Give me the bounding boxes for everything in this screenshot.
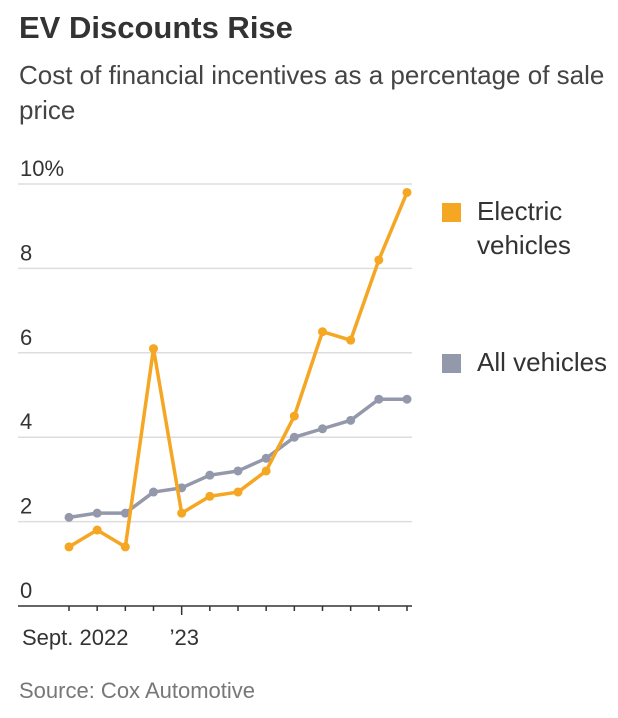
data-point-all — [289, 432, 299, 442]
y-tick-label: 4 — [20, 409, 32, 434]
data-point-all — [374, 394, 384, 404]
chart-subtitle: Cost of financial incentives as a percen… — [19, 60, 605, 125]
data-point-electric — [120, 542, 130, 552]
data-point-electric — [402, 187, 412, 197]
data-point-electric — [346, 335, 356, 345]
data-point-all — [346, 415, 356, 425]
y-tick-label: 6 — [20, 325, 32, 350]
data-point-electric — [318, 327, 327, 337]
data-point-electric — [149, 344, 158, 354]
legend-label-electric: Electric vehicles — [477, 196, 571, 260]
data-point-all — [402, 394, 412, 404]
data-point-all — [233, 466, 243, 476]
data-point-electric — [374, 255, 384, 265]
y-tick-label: 10% — [20, 156, 64, 181]
data-point-all — [120, 508, 130, 518]
data-point-electric — [233, 487, 243, 497]
data-point-electric — [92, 525, 102, 535]
data-point-electric — [64, 542, 74, 552]
legend-label-all: All vehicles — [477, 347, 608, 377]
y-tick-label: 0 — [20, 578, 32, 603]
x-tick-label: ’23 — [170, 625, 199, 650]
legend-swatch-all — [442, 354, 461, 373]
y-tick-label: 2 — [20, 494, 32, 519]
chart-title: EV Discounts Rise — [19, 10, 293, 45]
data-point-all — [92, 508, 102, 518]
y-tick-label: 8 — [20, 240, 32, 265]
data-point-all — [149, 487, 158, 497]
legend-swatch-electric — [442, 203, 461, 222]
data-point-electric — [177, 508, 187, 518]
data-point-electric — [289, 411, 299, 421]
data-point-all — [64, 512, 74, 522]
series-line-all — [68, 397, 407, 520]
data-point-all — [261, 453, 271, 463]
x-tick-label: Sept. 2022 — [22, 625, 128, 650]
data-point-electric — [261, 466, 271, 476]
source-note: Source: Cox Automotive — [19, 678, 256, 703]
data-point-all — [205, 470, 215, 480]
data-point-all — [318, 424, 327, 434]
data-point-electric — [205, 491, 215, 501]
